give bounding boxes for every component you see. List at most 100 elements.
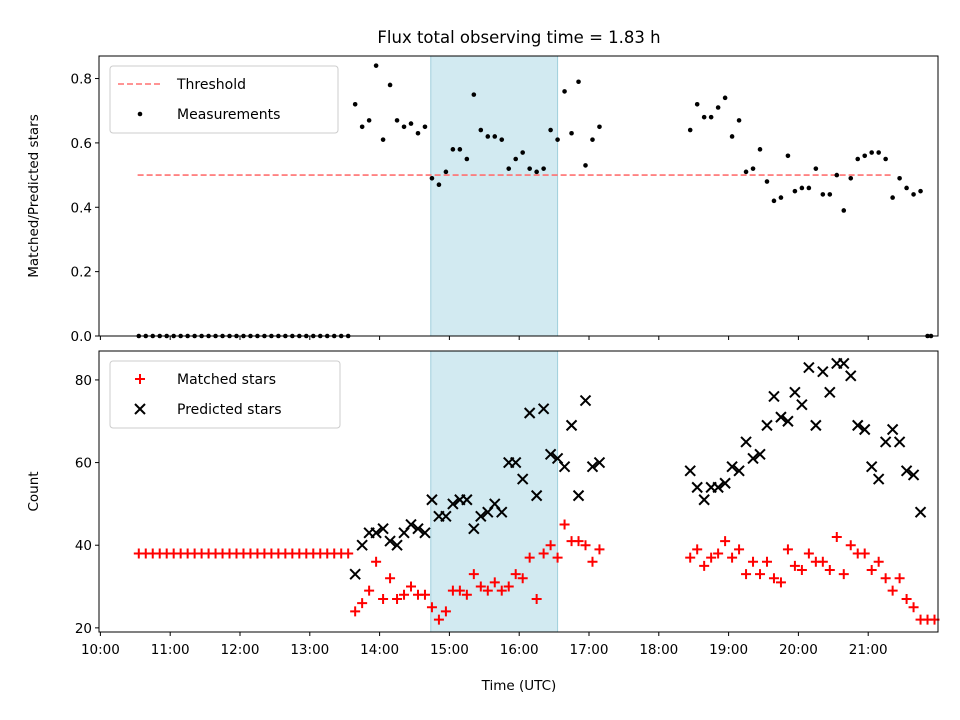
- measurement-point: [485, 134, 491, 139]
- matched-star-point: [510, 569, 521, 580]
- matched-star-point: [755, 569, 766, 580]
- measurement-point: [457, 147, 463, 152]
- matched-star-point: [845, 540, 856, 551]
- matched-star-point: [692, 544, 703, 555]
- measurement-point: [597, 124, 602, 130]
- measurement-point: [813, 166, 819, 171]
- measurement-point: [876, 150, 881, 155]
- matched-star-point: [419, 589, 430, 600]
- predicted-star-point: [684, 465, 696, 477]
- predicted-star-point: [907, 469, 920, 481]
- predicted-star-point: [419, 527, 431, 539]
- matched-star-point: [517, 573, 528, 584]
- predicted-star-point: [879, 436, 892, 448]
- measurement-point: [359, 124, 365, 130]
- matched-star-point: [734, 544, 745, 555]
- predicted-star-point: [691, 481, 703, 494]
- matched-star-point: [880, 573, 891, 584]
- measurement-point: [415, 130, 421, 136]
- x-tick-label: 10:00: [81, 642, 120, 658]
- x-tick-label: 18:00: [639, 642, 678, 658]
- measurement-point: [890, 195, 895, 200]
- y-axis-label: Matched/Predicted stars: [26, 114, 42, 277]
- measurement-point: [750, 166, 756, 171]
- y-axis-label: Count: [26, 471, 42, 511]
- matched-star-point: [699, 560, 710, 571]
- measurement-point: [590, 137, 595, 142]
- matched-star-point: [594, 544, 605, 555]
- matched-star-point: [371, 556, 382, 567]
- y-axis-ticks: 20 40 60 80: [75, 373, 99, 637]
- predicted-star-point: [516, 473, 529, 485]
- matched-star-point: [866, 565, 877, 576]
- predicted-star-point: [523, 407, 536, 419]
- predicted-star-point: [872, 473, 885, 485]
- measurement-point: [387, 82, 393, 88]
- legend-x-marker: [134, 403, 146, 415]
- predicted-star-point: [496, 506, 508, 518]
- matched-star-point: [385, 573, 396, 584]
- predicted-star-point: [377, 522, 389, 535]
- measurement-point: [855, 156, 861, 162]
- measurement-point: [757, 147, 763, 152]
- x-tick-label: 11:00: [151, 642, 190, 658]
- predicted-star-point: [796, 399, 808, 411]
- matched-star-point: [573, 536, 584, 547]
- y-axis-ticks: 0.0 0.2 0.4 0.6 0.8: [71, 72, 99, 345]
- measurement-point: [820, 192, 826, 197]
- matched-star-point: [824, 565, 835, 576]
- predicted-star-point: [733, 465, 745, 477]
- matched-star-point: [775, 577, 786, 588]
- measurement-point: [569, 130, 574, 136]
- matched-star-point: [796, 565, 807, 576]
- predicted-star-point: [572, 489, 585, 502]
- predicted-star-point: [768, 390, 780, 403]
- predicted-star-point: [537, 403, 550, 415]
- legend-box: [109, 65, 339, 134]
- legend-label: Measurements: [177, 107, 280, 123]
- measurement-point: [722, 95, 728, 101]
- predicted-star-point: [530, 489, 543, 502]
- predicted-star-point: [838, 357, 850, 370]
- measurement-point: [785, 153, 791, 159]
- measurement-point: [520, 150, 525, 155]
- predicted-star-point: [475, 510, 487, 523]
- y-tick-label: 0.6: [71, 136, 92, 152]
- predicted-star-point: [370, 527, 382, 539]
- measurement-point: [541, 166, 546, 171]
- matched-star-point: [524, 552, 535, 563]
- matched-star-point: [440, 606, 451, 617]
- legend-plus-marker: [135, 374, 145, 384]
- y-tick-label: 0.2: [71, 265, 92, 281]
- matched-star-point: [357, 598, 368, 609]
- y-tick-label: 0.4: [71, 200, 92, 216]
- predicted-star-point: [510, 456, 522, 469]
- legend: Threshold Measurements: [109, 65, 339, 134]
- x-tick-label: 17:00: [570, 642, 609, 658]
- matched-star-point: [378, 593, 389, 604]
- measurement-point: [848, 175, 854, 181]
- y-tick-label: 0.0: [71, 329, 92, 345]
- predicted-star-point: [803, 361, 815, 374]
- matched-star-point: [580, 540, 591, 551]
- measurement-point: [499, 137, 505, 142]
- predicted-star-point: [824, 386, 836, 399]
- matched-star-point: [364, 585, 375, 596]
- matched-star-point: [887, 585, 898, 596]
- measurement-point: [534, 169, 539, 175]
- matched-star-point: [489, 577, 500, 588]
- measurement-point: [806, 185, 812, 191]
- measurement-point: [366, 118, 372, 123]
- predicted-star-point: [558, 460, 571, 473]
- measurement-point: [436, 182, 442, 188]
- matched-star-point: [426, 602, 437, 613]
- x-tick-label: 21:00: [849, 642, 888, 658]
- measurement-point: [527, 166, 532, 171]
- matched-star-point: [559, 519, 570, 530]
- predicted-star-point: [356, 539, 368, 551]
- predicted-star-point: [544, 448, 557, 461]
- measurement-point: [443, 169, 449, 175]
- matched-star-point: [761, 556, 772, 567]
- x-axis-label: Time (UTC): [481, 678, 557, 694]
